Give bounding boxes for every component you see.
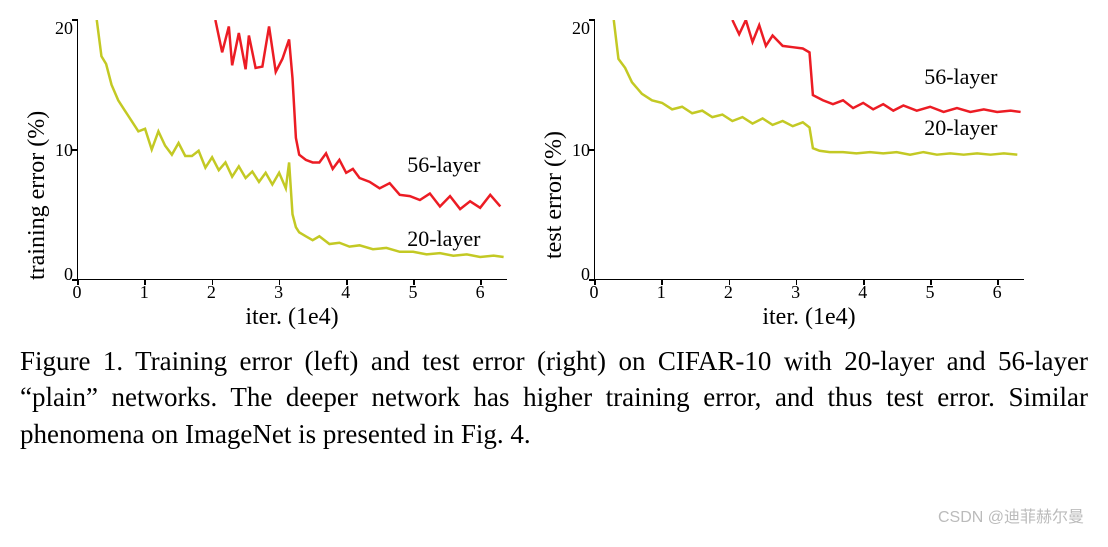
x-axis-label: iter. (1e4) (594, 304, 1024, 331)
plot-area: 56-layer 20-layer (594, 20, 1024, 280)
plot-area: 56-layer 20-layer (77, 20, 507, 280)
y-axis-label: test error (%) (537, 20, 572, 331)
series-label: 56-layer (924, 64, 997, 90)
chart-training: training error (%)2010056-layer20-layer0… (20, 20, 507, 331)
x-ticks: 0123456 (594, 280, 1024, 302)
figure-1: training error (%)2010056-layer20-layer0… (20, 20, 1088, 452)
series-label: 20-layer (407, 226, 480, 252)
x-axis-label: iter. (1e4) (77, 304, 507, 331)
watermark: CSDN @迪菲赫尔曼 (938, 503, 1084, 527)
figure-caption: Figure 1. Training error (left) and test… (20, 343, 1088, 452)
series-20-layer (97, 20, 504, 257)
y-axis-label: training error (%) (20, 20, 55, 331)
series-label: 20-layer (924, 115, 997, 141)
x-ticks: 0123456 (77, 280, 507, 302)
series-label: 56-layer (407, 152, 480, 178)
charts-row: training error (%)2010056-layer20-layer0… (20, 20, 1088, 331)
chart-test: test error (%)2010056-layer20-layer01234… (537, 20, 1024, 331)
